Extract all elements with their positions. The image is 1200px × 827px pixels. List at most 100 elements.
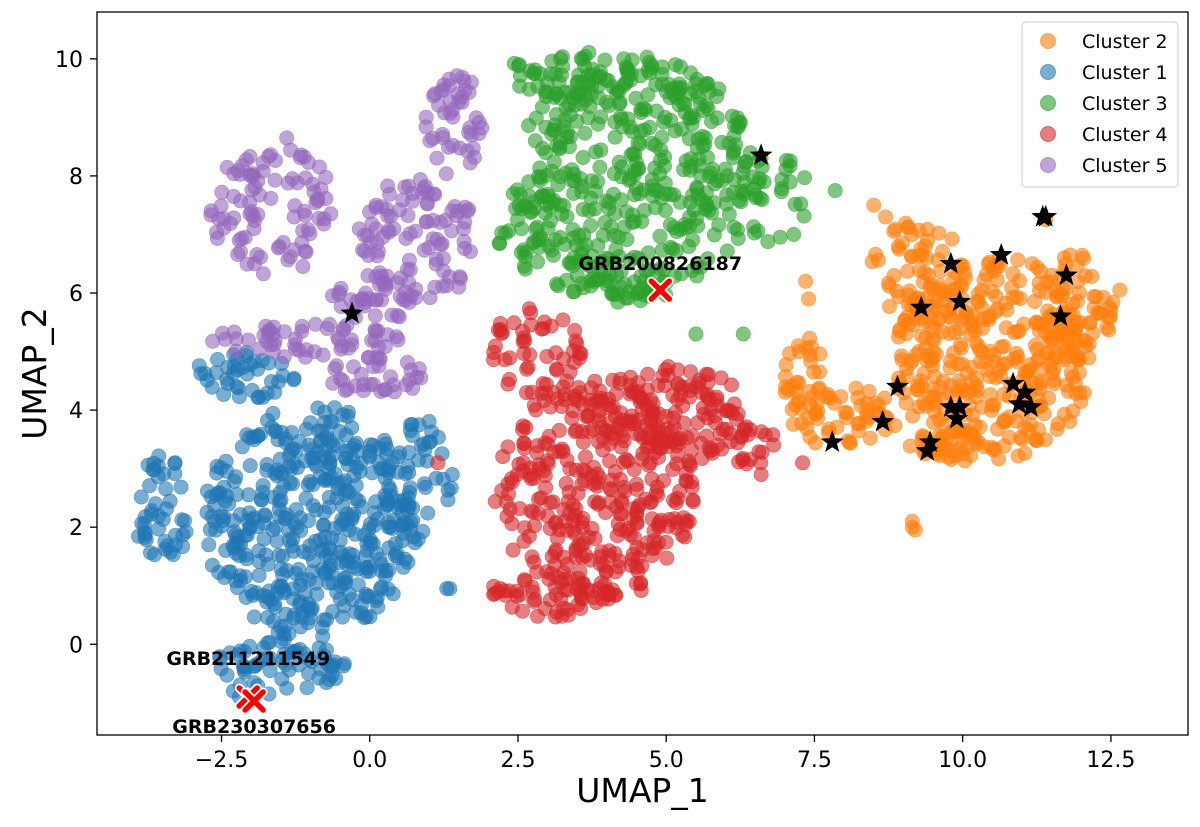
scatter-point: [1029, 432, 1045, 448]
scatter-point: [432, 214, 448, 230]
scatter-point: [549, 276, 565, 292]
scatter-point: [404, 427, 420, 443]
scatter-point: [698, 98, 714, 114]
scatter-point: [245, 166, 261, 182]
scatter-point: [587, 274, 603, 290]
scatter-point: [1072, 285, 1088, 301]
scatter-point: [245, 511, 261, 527]
scatter-point: [401, 252, 417, 268]
scatter-point: [639, 49, 655, 65]
scatter-point: [296, 544, 312, 560]
scatter-point: [917, 238, 933, 254]
scatter-point: [623, 147, 639, 163]
scatter-point: [851, 416, 867, 432]
legend-item: Cluster 2: [1040, 31, 1168, 53]
scatter-point: [269, 462, 285, 478]
scatter-point: [644, 172, 660, 188]
scatter-point: [138, 532, 154, 548]
scatter-point: [881, 298, 897, 314]
scatter-point: [356, 298, 372, 314]
scatter-point: [521, 118, 537, 134]
scatter-point: [719, 402, 735, 418]
scatter-point: [964, 359, 980, 375]
grb-highlight-marker: [240, 687, 268, 715]
scatter-point: [674, 379, 690, 395]
legend-item: Cluster 4: [1040, 124, 1168, 146]
scatter-point: [616, 479, 632, 495]
scatter-point: [244, 382, 260, 398]
scatter-point: [1014, 431, 1030, 447]
scatter-point: [345, 359, 361, 375]
scatter-point: [811, 364, 827, 380]
scatter-point: [327, 400, 343, 416]
scatter-point: [651, 420, 667, 436]
scatter-point: [773, 184, 789, 200]
scatter-point: [667, 57, 683, 73]
scatter-point: [305, 498, 321, 514]
scatter-point: [217, 493, 233, 509]
scatter-point: [374, 579, 390, 595]
scatter-point: [1011, 323, 1027, 339]
scatter-point: [486, 344, 502, 360]
legend-label: Cluster 4: [1082, 124, 1168, 146]
scatter-point: [899, 220, 915, 236]
scatter-point: [332, 532, 348, 548]
scatter-point: [270, 240, 286, 256]
scatter-point: [1010, 448, 1026, 464]
scatter-point: [271, 494, 287, 510]
scatter-point: [735, 326, 751, 342]
scatter-point: [679, 429, 695, 445]
scatter-point: [413, 438, 429, 454]
scatter-point: [573, 50, 589, 66]
scatter-point: [886, 268, 902, 284]
scatter-point: [655, 473, 671, 489]
scatter-point: [282, 249, 298, 265]
scatter-point: [523, 503, 539, 519]
scatter-point: [410, 452, 426, 468]
scatter-point: [610, 516, 626, 532]
scatter-point: [839, 405, 855, 421]
scatter-point: [501, 371, 517, 387]
scatter-point: [529, 445, 545, 461]
scatter-point: [495, 449, 511, 465]
scatter-point: [370, 599, 386, 615]
scatter-point: [395, 559, 411, 575]
scatter-point: [891, 289, 907, 305]
scatter-point: [685, 494, 701, 510]
y-axis-ticks: 0 2 4 6 8 10: [55, 48, 97, 658]
scatter-point: [1031, 316, 1047, 332]
scatter-point: [944, 231, 960, 247]
scatter-point: [753, 466, 769, 482]
scatter-point: [654, 242, 670, 258]
scatter-point: [1046, 376, 1062, 392]
scatter-point: [607, 129, 623, 145]
scatter-point: [256, 531, 272, 547]
scatter-point: [516, 435, 532, 451]
scatter-point: [693, 259, 709, 275]
scatter-point: [399, 354, 415, 370]
scatter-point: [1070, 352, 1086, 368]
scatter-point: [298, 342, 314, 358]
legend: Cluster 2 Cluster 1 Cluster 3 Cluster 4 Clus…: [1021, 21, 1179, 188]
scatter-point: [1076, 385, 1092, 401]
scatter-point: [709, 89, 725, 105]
scatter-point: [607, 545, 623, 561]
star-marker: [989, 243, 1013, 265]
scatter-point: [580, 110, 596, 126]
y-tick-label: 6: [69, 282, 83, 307]
scatter-point: [269, 533, 285, 549]
scatter-point: [229, 379, 245, 395]
scatter-point: [760, 234, 776, 250]
scatter-point: [492, 236, 508, 252]
scatter-point: [528, 402, 544, 418]
scatter-point: [629, 426, 645, 442]
scatter-point: [368, 292, 384, 308]
grb-label: GRB200826187: [578, 253, 742, 275]
scatter-point: [204, 557, 220, 573]
scatter-point: [688, 326, 704, 342]
scatter-point: [401, 496, 417, 512]
scatter-point: [285, 610, 301, 626]
scatter-point: [668, 495, 684, 511]
scatter-point: [659, 550, 675, 566]
